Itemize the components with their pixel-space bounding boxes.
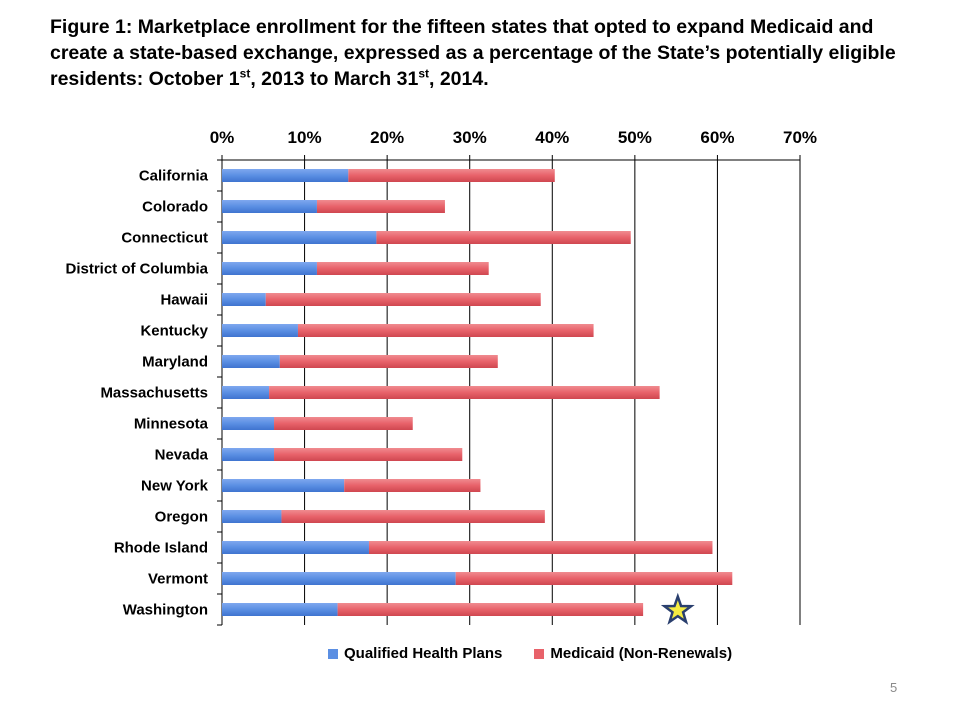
bar-qhp — [222, 448, 275, 461]
bar-medicaid — [297, 324, 594, 337]
figure-title: Figure 1: Marketplace enrollment for the… — [50, 16, 896, 90]
bar-medicaid — [274, 448, 463, 461]
bar-medicaid — [279, 355, 498, 368]
x-tick-label: 60% — [700, 128, 734, 147]
bar-qhp — [222, 417, 275, 430]
bar-medicaid — [368, 541, 713, 554]
bar-qhp — [222, 603, 338, 616]
category-label: Kentucky — [140, 323, 208, 340]
category-label: New York — [141, 478, 209, 495]
category-label: Minnesota — [134, 416, 209, 433]
page-number: 5 — [890, 680, 898, 695]
chart-legend: Qualified Health Plans Medicaid (Non-Ren… — [328, 645, 732, 662]
bar-qhp — [222, 262, 317, 275]
bar-qhp — [222, 169, 349, 182]
bar-medicaid — [269, 386, 660, 399]
category-label: Vermont — [148, 571, 208, 588]
bar-medicaid — [376, 231, 631, 244]
category-label: Washington — [123, 602, 208, 619]
bar-medicaid — [348, 169, 555, 182]
category-label: Colorado — [142, 199, 208, 216]
bar-medicaid — [281, 510, 545, 523]
legend-item-medicaid: Medicaid (Non-Renewals) — [534, 645, 732, 662]
bar-medicaid — [455, 572, 733, 585]
legend-label-medicaid: Medicaid (Non-Renewals) — [550, 645, 733, 662]
category-label: Connecticut — [121, 230, 208, 247]
legend-item-qhp: Qualified Health Plans — [328, 645, 502, 662]
bar-qhp — [222, 293, 266, 306]
category-label: Rhode Island — [114, 540, 208, 557]
x-tick-label: 30% — [453, 128, 487, 147]
category-label: Hawaii — [160, 292, 208, 309]
x-tick-label: 70% — [783, 128, 817, 147]
bar-medicaid — [316, 262, 489, 275]
bar-qhp — [222, 479, 345, 492]
x-tick-label: 20% — [370, 128, 404, 147]
bar-medicaid — [316, 200, 445, 213]
star-icon — [660, 592, 695, 625]
bar-qhp — [222, 510, 282, 523]
bar-medicaid — [265, 293, 541, 306]
bar-qhp — [222, 355, 280, 368]
category-label: District of Columbia — [65, 261, 208, 278]
x-tick-label: 10% — [288, 128, 322, 147]
legend-swatch-medicaid — [534, 648, 545, 659]
legend-label-qhp: Qualified Health Plans — [344, 645, 503, 662]
category-label: Oregon — [155, 509, 208, 526]
x-tick-label: 40% — [535, 128, 569, 147]
x-tick-label: 50% — [618, 128, 652, 147]
bar-qhp — [222, 324, 298, 337]
bar-qhp — [222, 541, 369, 554]
legend-swatch-qhp — [328, 648, 338, 659]
category-label: Massachusetts — [100, 385, 208, 402]
category-label: Nevada — [155, 447, 209, 464]
bar-qhp — [222, 572, 456, 585]
bar-qhp — [222, 231, 377, 244]
bar-medicaid — [274, 417, 413, 430]
bar-medicaid — [344, 479, 481, 492]
bar-medicaid — [337, 603, 644, 616]
category-label: Maryland — [142, 354, 208, 371]
x-tick-label: 0% — [210, 128, 235, 147]
bar-qhp — [222, 386, 270, 399]
bar-qhp — [222, 200, 317, 213]
category-label: California — [139, 168, 209, 185]
